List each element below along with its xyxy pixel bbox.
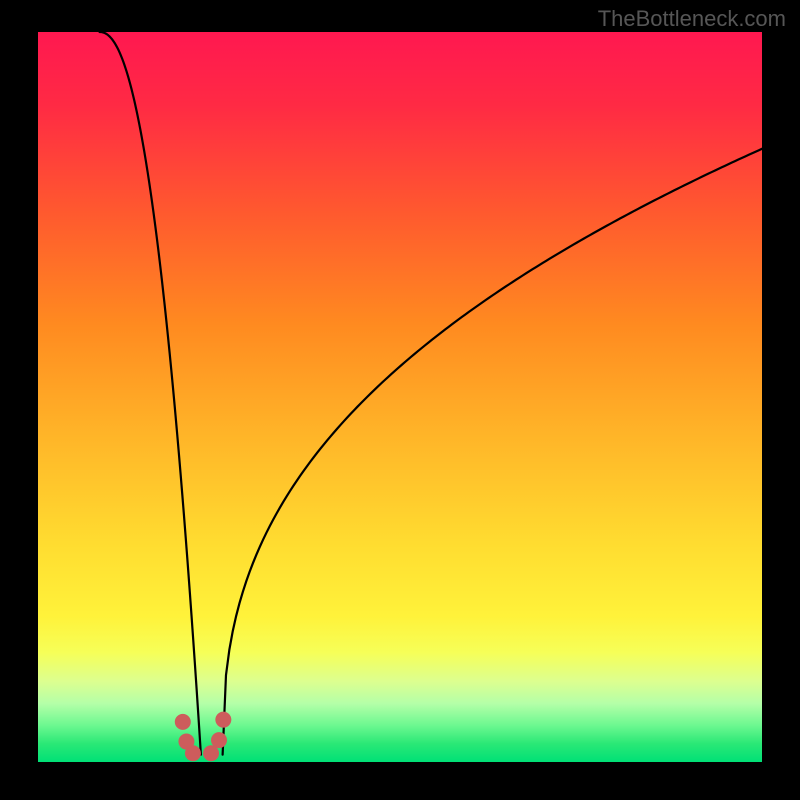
watermark-text: TheBottleneck.com xyxy=(598,6,786,32)
plot-area xyxy=(38,32,762,762)
curve-segment xyxy=(223,149,762,755)
bottleneck-curve-svg xyxy=(38,32,762,762)
trough-marker xyxy=(175,714,191,730)
trough-marker xyxy=(211,732,227,748)
trough-marker xyxy=(215,712,231,728)
curve-segment xyxy=(100,32,201,755)
trough-marker xyxy=(185,745,201,761)
